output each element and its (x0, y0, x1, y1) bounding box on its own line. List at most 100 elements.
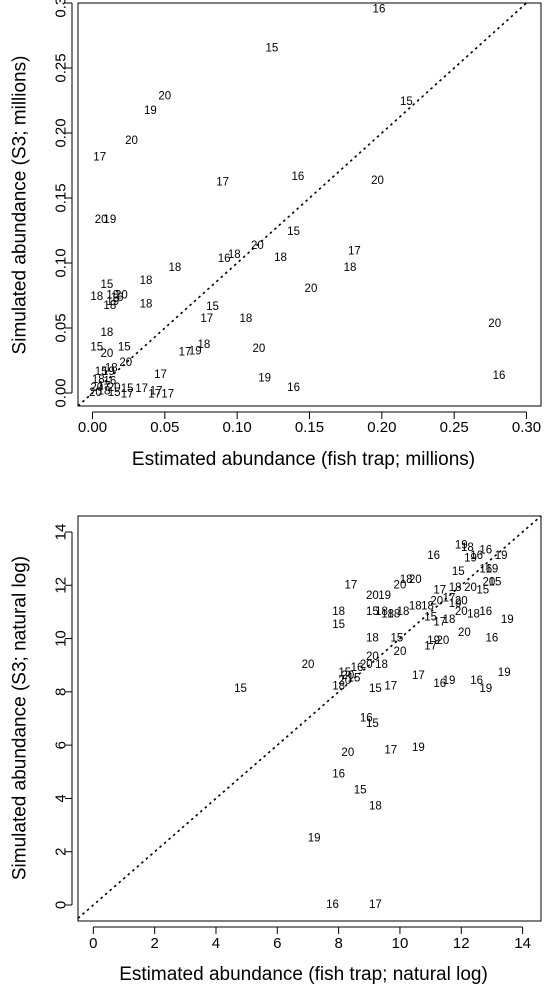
x-axis: 0 2 4 6 8 10 12 14 (89, 926, 531, 952)
data-point-label: 16 (479, 563, 492, 575)
data-point-label: 18 (400, 574, 413, 586)
data-point-label: 19 (308, 832, 321, 844)
data-point-label: 18 (90, 291, 103, 303)
data-point-label: 16 (479, 545, 492, 557)
x-tick-label: 0.10 (223, 419, 252, 436)
data-point-label: 18 (443, 614, 456, 626)
data-point-label: 17 (150, 386, 163, 398)
data-point-label: 17 (384, 744, 397, 756)
data-point-label: 15 (287, 226, 300, 238)
data-point-label: 20 (366, 651, 379, 663)
data-point-label: 17 (433, 585, 446, 597)
data-point-label: 15 (452, 566, 465, 578)
data-point-label: 18 (228, 249, 241, 261)
data-point-label: 16 (493, 370, 506, 382)
y-axis: 0 2 4 6 8 10 12 14 (53, 524, 73, 909)
data-point-label: 18 (274, 252, 287, 264)
data-point-label: 15 (348, 673, 361, 685)
data-point-label: 20 (251, 240, 264, 252)
plot-frame (77, 515, 542, 922)
x-tick-label: 0.15 (295, 419, 324, 436)
data-point-label: 17 (161, 388, 174, 400)
data-point-label: 15 (400, 96, 413, 108)
data-point-label: 18 (381, 609, 394, 621)
data-point-label: 19 (495, 550, 508, 562)
y-tick-label: 0.00 (53, 378, 70, 407)
data-point-label: 17 (148, 388, 161, 400)
data-point-label: 17 (179, 347, 192, 359)
data-point-label: 16 (103, 375, 116, 387)
data-point-label: 16 (470, 675, 483, 687)
data-point-label: 15 (108, 387, 121, 399)
data-point-label: 20 (436, 635, 449, 647)
data-point-label: 15 (121, 383, 134, 395)
data-point-label: 20 (252, 343, 265, 355)
data-point-label: 17 (384, 681, 397, 693)
data-point-label: 18 (101, 327, 114, 339)
x-tick-label: 4 (212, 935, 220, 952)
data-point-label: 19 (479, 683, 492, 695)
data-point-label: 19 (102, 366, 115, 378)
data-point-label: 15 (206, 301, 219, 313)
data-point-label: 17 (121, 388, 134, 400)
data-point-label: 17 (348, 245, 361, 257)
data-point-label: 18 (369, 800, 382, 812)
data-point-label: 15 (390, 633, 403, 645)
data-point-label: 20 (394, 579, 407, 591)
y-tick-label: 12 (53, 577, 70, 594)
data-point-label: 18 (344, 262, 357, 274)
x-tick-label: 10 (392, 935, 409, 952)
y-tick-label: 8 (53, 688, 70, 696)
x-axis-title: Estimated abundance (fish trap; natural … (119, 964, 488, 985)
data-point-label: 18 (98, 386, 111, 398)
data-point-label: 18 (140, 299, 153, 311)
data-point-label: 15 (265, 43, 278, 55)
data-point-label: 16 (332, 768, 345, 780)
x-tick-label: 0 (89, 935, 97, 952)
data-point-label: 19 (144, 105, 157, 117)
data-point-label: 20 (488, 318, 501, 330)
data-point-label: 16 (287, 382, 300, 394)
x-tick-label: 8 (334, 935, 342, 952)
data-point-label: 18 (409, 601, 422, 613)
data-point-label: 15 (369, 683, 382, 695)
data-point-label: 20 (90, 382, 103, 394)
data-point-label: 16 (292, 171, 305, 183)
data-point-label: 15 (476, 585, 489, 597)
data-point-label: 19 (189, 345, 202, 357)
y-axis: 0.00 0.05 0.10 0.15 0.20 0.25 0.30 (53, 0, 73, 408)
data-point-label: 17 (424, 641, 437, 653)
data-point-label: 18 (103, 300, 116, 312)
data-point-label: 20 (89, 387, 102, 399)
data-point-label: 15 (234, 683, 247, 695)
data-point-label: 20 (305, 283, 318, 295)
data-point-label: 19 (427, 635, 440, 647)
data-point-label: 17 (216, 176, 229, 188)
data-point-label: 18 (92, 374, 105, 386)
data-point-label: 20 (341, 747, 354, 759)
y-tick-label: 4 (53, 794, 70, 802)
data-point-label: 17 (200, 313, 213, 325)
data-point-label: 15 (338, 667, 351, 679)
data-point-label: 18 (467, 609, 480, 621)
data-point-label: 15 (366, 606, 379, 618)
y-tick-label: 0.05 (53, 313, 70, 342)
data-point-label: 15 (101, 279, 114, 291)
data-point-label: 20 (338, 675, 351, 687)
data-point-label: 20 (101, 348, 114, 360)
data-point-label: 20 (394, 646, 407, 658)
data-point-label: 18 (169, 262, 182, 274)
data-point-label: 20 (464, 582, 477, 594)
data-point-label: 17 (443, 593, 456, 605)
data-point-label: 18 (375, 659, 388, 671)
x-axis: 0.00 0.05 0.10 0.15 0.20 0.25 0.30 (78, 411, 541, 436)
data-point-label: 18 (140, 275, 153, 287)
x-tick-label: 0.05 (150, 419, 179, 436)
data-point-label: 19 (498, 667, 511, 679)
identity-line (77, 515, 542, 919)
data-point-label: 20 (371, 175, 384, 187)
data-point-label: 20 (115, 290, 128, 302)
identity-line (77, 2, 528, 407)
